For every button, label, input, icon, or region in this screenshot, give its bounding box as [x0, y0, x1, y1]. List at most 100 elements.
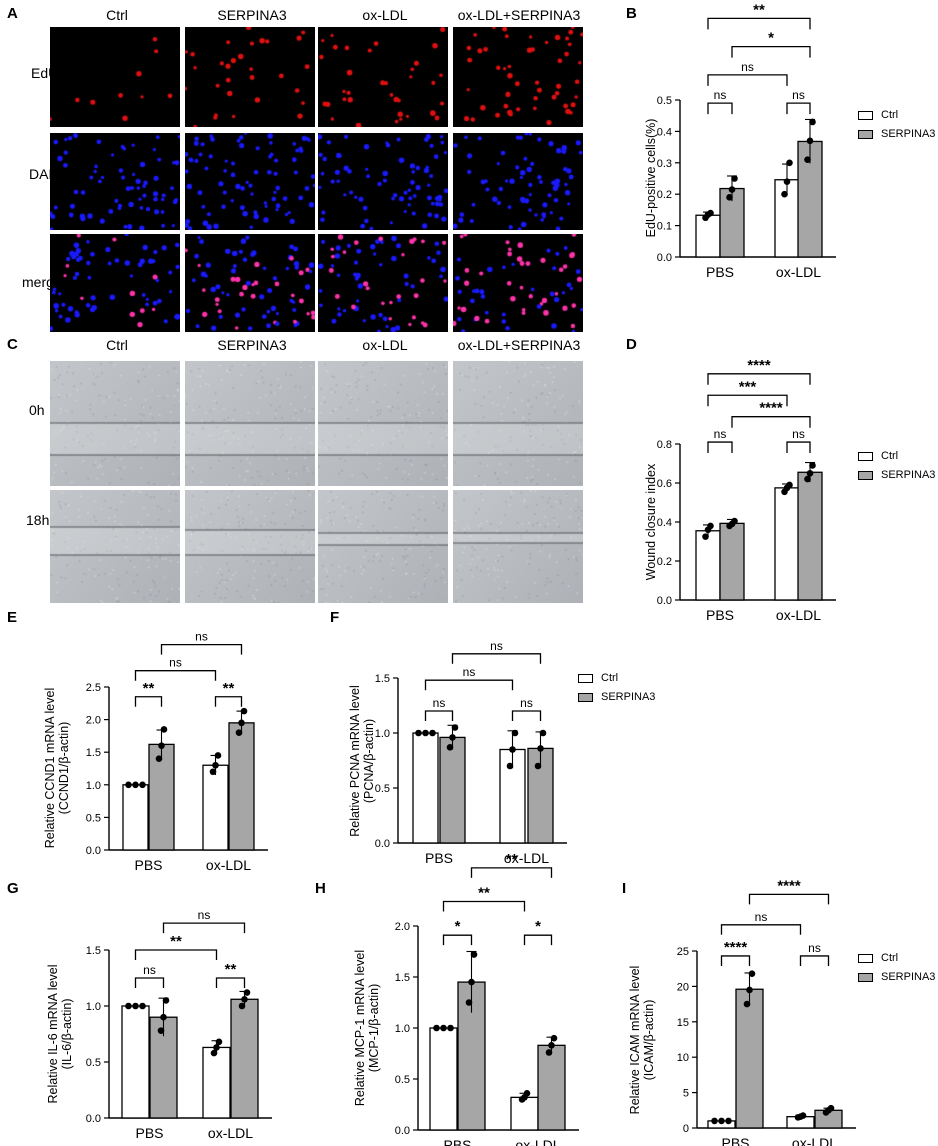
data-point: [210, 1049, 218, 1057]
panel-letter-e: E: [7, 609, 18, 626]
y-tick-label: 20: [677, 981, 689, 993]
panel-letter-a: A: [7, 5, 18, 22]
data-point: [806, 137, 814, 145]
data-point: [215, 1038, 223, 1046]
y-tick-label: 0.2: [657, 556, 672, 568]
significance-label: ns: [741, 60, 754, 74]
data-point: [132, 781, 139, 789]
data-point: [725, 1117, 732, 1125]
significance-label: **: [506, 851, 518, 868]
data-point: [804, 475, 811, 483]
data-point: [157, 1027, 165, 1034]
data-point: [827, 1104, 835, 1112]
y-tick-label: 1.0: [86, 1001, 101, 1013]
x-category-label: PBS: [425, 850, 453, 866]
x-category-label: ox-LDL: [792, 1135, 837, 1146]
legend-swatch-ctrl: [858, 110, 873, 120]
data-point: [537, 745, 544, 752]
bar: [228, 722, 255, 851]
col-label-oxldl: ox-LDL: [362, 337, 408, 353]
data-point: [731, 517, 738, 525]
legend-swatch-serpina3: [858, 129, 873, 139]
data-point: [440, 1024, 447, 1032]
bar: [695, 214, 721, 258]
data-point: [702, 533, 709, 540]
y-tick-label: 0.5: [657, 95, 672, 107]
data-point: [545, 1049, 553, 1056]
significance-label: ns: [755, 910, 768, 924]
data-point: [238, 719, 245, 727]
y-tick-label: 0.8: [657, 439, 672, 451]
y-axis-label: EdU-positive cells(%): [644, 119, 658, 238]
data-point: [726, 194, 733, 201]
significance-label: ns: [463, 665, 476, 679]
data-point: [162, 997, 170, 1004]
y-tick-label: 2.0: [86, 715, 101, 727]
bar: [121, 1005, 150, 1119]
data-point: [468, 978, 475, 986]
data-point: [746, 986, 753, 994]
data-point: [718, 1117, 725, 1125]
significance-label: ns: [792, 427, 805, 441]
y-axis-label: Relative ICAM mRNA level(ICAM/β-actin): [628, 966, 656, 1115]
data-point: [806, 469, 814, 477]
significance-label: ****: [777, 877, 801, 894]
y-axis-label: Wound closure index: [644, 463, 658, 580]
legend-label-serpina3: SERPINA3: [881, 971, 936, 983]
legend-i: Ctrl SERPINA3: [858, 950, 935, 988]
row-label-0h: 0h: [29, 402, 45, 418]
significance-bracket: [442, 900, 526, 912]
significance-bracket: [786, 102, 811, 115]
y-tick-label: 0.0: [86, 845, 101, 857]
bar: [122, 784, 149, 851]
scratch-image-0h: [318, 361, 448, 486]
significance-label: *: [455, 918, 461, 935]
data-point: [550, 1034, 558, 1042]
x-category-label: ox-LDL: [206, 857, 251, 873]
col-label-ctrl: Ctrl: [106, 7, 128, 23]
panel-letter-g: G: [7, 880, 19, 897]
bar: [537, 1044, 566, 1131]
significance-bracket: [748, 893, 830, 905]
data-point: [449, 734, 456, 741]
data-point: [781, 190, 788, 198]
y-axis-label: Relative PCNA mRNA level(PCNA/β-actin): [348, 685, 376, 836]
significance-bracket: [451, 653, 542, 664]
y-tick-label: 0.0: [657, 595, 672, 607]
data-point: [139, 1002, 146, 1010]
significance-bracket: [786, 441, 811, 454]
significance-bracket: [215, 977, 246, 988]
scratch-image-0h: [50, 361, 180, 486]
y-tick-label: 10: [677, 1052, 689, 1064]
data-point: [429, 729, 436, 737]
legend-swatch-serpina3: [858, 972, 873, 982]
legend-d: Ctrl SERPINA3: [858, 448, 935, 486]
data-point: [160, 1013, 167, 1021]
significance-bracket: [162, 922, 246, 934]
data-point: [728, 186, 736, 193]
significance-label: ****: [724, 939, 748, 956]
micrograph-merge: [50, 234, 180, 332]
data-point: [470, 951, 478, 958]
bar: [439, 736, 466, 844]
data-point: [125, 781, 132, 789]
col-label-ctrl: Ctrl: [106, 337, 128, 353]
significance-label: ns: [520, 696, 533, 710]
significance-bracket: [720, 924, 802, 935]
legend-swatch-ctrl: [578, 673, 593, 683]
legend-f: Ctrl SERPINA3: [578, 670, 655, 708]
col-label-serpina3: SERPINA3: [217, 337, 287, 353]
significance-label: ****: [747, 357, 771, 374]
bar: [429, 1027, 458, 1131]
micrograph-edu: [318, 27, 448, 127]
data-point: [465, 999, 473, 1006]
micrograph-merge: [453, 234, 583, 332]
data-point: [160, 726, 168, 733]
y-tick-label: 1.0: [375, 728, 390, 740]
y-tick-label: 0.0: [395, 1125, 410, 1137]
panel-letter-f: F: [330, 609, 340, 626]
micrograph-dapi: [453, 133, 583, 230]
data-point: [243, 989, 251, 996]
y-tick-label: 0.3: [657, 158, 672, 170]
